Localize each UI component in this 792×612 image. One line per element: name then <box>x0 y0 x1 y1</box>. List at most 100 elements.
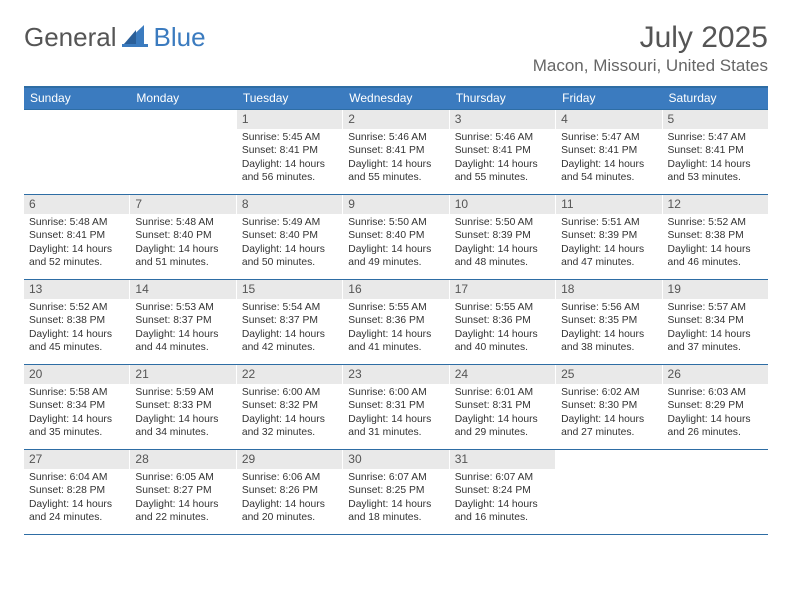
sunrise-line: Sunrise: 6:01 AM <box>455 386 550 399</box>
sunrise-line: Sunrise: 6:04 AM <box>29 471 124 484</box>
day-cell: 9Sunrise: 5:50 AMSunset: 8:40 PMDaylight… <box>343 195 449 279</box>
day-cell: 26Sunrise: 6:03 AMSunset: 8:29 PMDayligh… <box>663 365 768 449</box>
sunrise-line: Sunrise: 5:58 AM <box>29 386 124 399</box>
day-number: 20 <box>24 365 129 385</box>
sunset-line: Sunset: 8:41 PM <box>29 229 124 242</box>
day-cell-empty <box>663 450 768 534</box>
daylight-line: Daylight: 14 hours and 56 minutes. <box>242 158 337 185</box>
day-cell: 13Sunrise: 5:52 AMSunset: 8:38 PMDayligh… <box>24 280 130 364</box>
day-cell: 11Sunrise: 5:51 AMSunset: 8:39 PMDayligh… <box>556 195 662 279</box>
sunset-line: Sunset: 8:41 PM <box>455 144 550 157</box>
sunset-line: Sunset: 8:37 PM <box>242 314 337 327</box>
day-cell: 14Sunrise: 5:53 AMSunset: 8:37 PMDayligh… <box>130 280 236 364</box>
day-number: 30 <box>343 450 448 470</box>
sunrise-line: Sunrise: 5:46 AM <box>455 131 550 144</box>
sunrise-line: Sunrise: 5:47 AM <box>668 131 763 144</box>
day-body: Sunrise: 6:07 AMSunset: 8:24 PMDaylight:… <box>450 469 555 530</box>
sunset-line: Sunset: 8:41 PM <box>668 144 763 157</box>
day-cell: 3Sunrise: 5:46 AMSunset: 8:41 PMDaylight… <box>450 110 556 194</box>
weekday-header: Thursday <box>450 88 556 109</box>
day-number: 4 <box>556 110 661 130</box>
day-number: 18 <box>556 280 661 300</box>
day-body: Sunrise: 5:47 AMSunset: 8:41 PMDaylight:… <box>556 129 661 190</box>
day-body: Sunrise: 6:00 AMSunset: 8:32 PMDaylight:… <box>237 384 342 445</box>
sunrise-line: Sunrise: 6:05 AM <box>135 471 230 484</box>
day-body: Sunrise: 5:48 AMSunset: 8:40 PMDaylight:… <box>130 214 235 275</box>
location-text: Macon, Missouri, United States <box>533 56 768 76</box>
daylight-line: Daylight: 14 hours and 32 minutes. <box>242 413 337 440</box>
sunset-line: Sunset: 8:37 PM <box>135 314 230 327</box>
sunset-line: Sunset: 8:41 PM <box>348 144 443 157</box>
sunset-line: Sunset: 8:31 PM <box>455 399 550 412</box>
weekday-header: Friday <box>556 88 662 109</box>
daylight-line: Daylight: 14 hours and 54 minutes. <box>561 158 656 185</box>
sunrise-line: Sunrise: 6:00 AM <box>348 386 443 399</box>
day-cell: 21Sunrise: 5:59 AMSunset: 8:33 PMDayligh… <box>130 365 236 449</box>
sunset-line: Sunset: 8:32 PM <box>242 399 337 412</box>
day-cell: 4Sunrise: 5:47 AMSunset: 8:41 PMDaylight… <box>556 110 662 194</box>
daylight-line: Daylight: 14 hours and 34 minutes. <box>135 413 230 440</box>
sunset-line: Sunset: 8:40 PM <box>242 229 337 242</box>
daylight-line: Daylight: 14 hours and 20 minutes. <box>242 498 337 525</box>
weekday-header: Saturday <box>663 88 768 109</box>
day-number: 26 <box>663 365 768 385</box>
month-title: July 2025 <box>533 22 768 54</box>
day-body: Sunrise: 5:51 AMSunset: 8:39 PMDaylight:… <box>556 214 661 275</box>
sunrise-line: Sunrise: 5:47 AM <box>561 131 656 144</box>
daylight-line: Daylight: 14 hours and 42 minutes. <box>242 328 337 355</box>
daylight-line: Daylight: 14 hours and 31 minutes. <box>348 413 443 440</box>
day-cell: 28Sunrise: 6:05 AMSunset: 8:27 PMDayligh… <box>130 450 236 534</box>
daylight-line: Daylight: 14 hours and 27 minutes. <box>561 413 656 440</box>
weekday-header: Tuesday <box>237 88 343 109</box>
sunset-line: Sunset: 8:36 PM <box>455 314 550 327</box>
day-body: Sunrise: 5:46 AMSunset: 8:41 PMDaylight:… <box>343 129 448 190</box>
day-cell-empty <box>24 110 130 194</box>
sunrise-line: Sunrise: 5:56 AM <box>561 301 656 314</box>
day-number: 12 <box>663 195 768 215</box>
day-cell: 29Sunrise: 6:06 AMSunset: 8:26 PMDayligh… <box>237 450 343 534</box>
sunset-line: Sunset: 8:33 PM <box>135 399 230 412</box>
sunrise-line: Sunrise: 5:50 AM <box>455 216 550 229</box>
day-number: 25 <box>556 365 661 385</box>
weekday-header: Monday <box>130 88 236 109</box>
sunrise-line: Sunrise: 6:03 AM <box>668 386 763 399</box>
day-cell: 5Sunrise: 5:47 AMSunset: 8:41 PMDaylight… <box>663 110 768 194</box>
day-body: Sunrise: 6:07 AMSunset: 8:25 PMDaylight:… <box>343 469 448 530</box>
day-cell: 24Sunrise: 6:01 AMSunset: 8:31 PMDayligh… <box>450 365 556 449</box>
daylight-line: Daylight: 14 hours and 24 minutes. <box>29 498 124 525</box>
day-cell: 23Sunrise: 6:00 AMSunset: 8:31 PMDayligh… <box>343 365 449 449</box>
sunrise-line: Sunrise: 5:49 AM <box>242 216 337 229</box>
daylight-line: Daylight: 14 hours and 46 minutes. <box>668 243 763 270</box>
day-body: Sunrise: 5:58 AMSunset: 8:34 PMDaylight:… <box>24 384 129 445</box>
day-cell: 18Sunrise: 5:56 AMSunset: 8:35 PMDayligh… <box>556 280 662 364</box>
day-cell: 1Sunrise: 5:45 AMSunset: 8:41 PMDaylight… <box>237 110 343 194</box>
day-number: 13 <box>24 280 129 300</box>
day-number: 22 <box>237 365 342 385</box>
daylight-line: Daylight: 14 hours and 53 minutes. <box>668 158 763 185</box>
sunrise-line: Sunrise: 5:52 AM <box>29 301 124 314</box>
sunrise-line: Sunrise: 5:51 AM <box>561 216 656 229</box>
week-row: 13Sunrise: 5:52 AMSunset: 8:38 PMDayligh… <box>24 279 768 364</box>
calendar-bottom-border <box>24 534 768 535</box>
sunset-line: Sunset: 8:34 PM <box>668 314 763 327</box>
week-row: 1Sunrise: 5:45 AMSunset: 8:41 PMDaylight… <box>24 109 768 194</box>
sunrise-line: Sunrise: 5:46 AM <box>348 131 443 144</box>
brand-text-blue: Blue <box>154 22 206 53</box>
day-cell-empty <box>556 450 662 534</box>
sunset-line: Sunset: 8:38 PM <box>668 229 763 242</box>
sunset-line: Sunset: 8:26 PM <box>242 484 337 497</box>
daylight-line: Daylight: 14 hours and 47 minutes. <box>561 243 656 270</box>
day-cell: 7Sunrise: 5:48 AMSunset: 8:40 PMDaylight… <box>130 195 236 279</box>
day-number: 27 <box>24 450 129 470</box>
day-body: Sunrise: 5:48 AMSunset: 8:41 PMDaylight:… <box>24 214 129 275</box>
sunrise-line: Sunrise: 5:53 AM <box>135 301 230 314</box>
day-body: Sunrise: 6:01 AMSunset: 8:31 PMDaylight:… <box>450 384 555 445</box>
day-number: 5 <box>663 110 768 130</box>
calendar: SundayMondayTuesdayWednesdayThursdayFrid… <box>24 86 768 535</box>
daylight-line: Daylight: 14 hours and 29 minutes. <box>455 413 550 440</box>
sunset-line: Sunset: 8:41 PM <box>242 144 337 157</box>
sunset-line: Sunset: 8:28 PM <box>29 484 124 497</box>
daylight-line: Daylight: 14 hours and 35 minutes. <box>29 413 124 440</box>
sunset-line: Sunset: 8:25 PM <box>348 484 443 497</box>
day-number: 3 <box>450 110 555 130</box>
